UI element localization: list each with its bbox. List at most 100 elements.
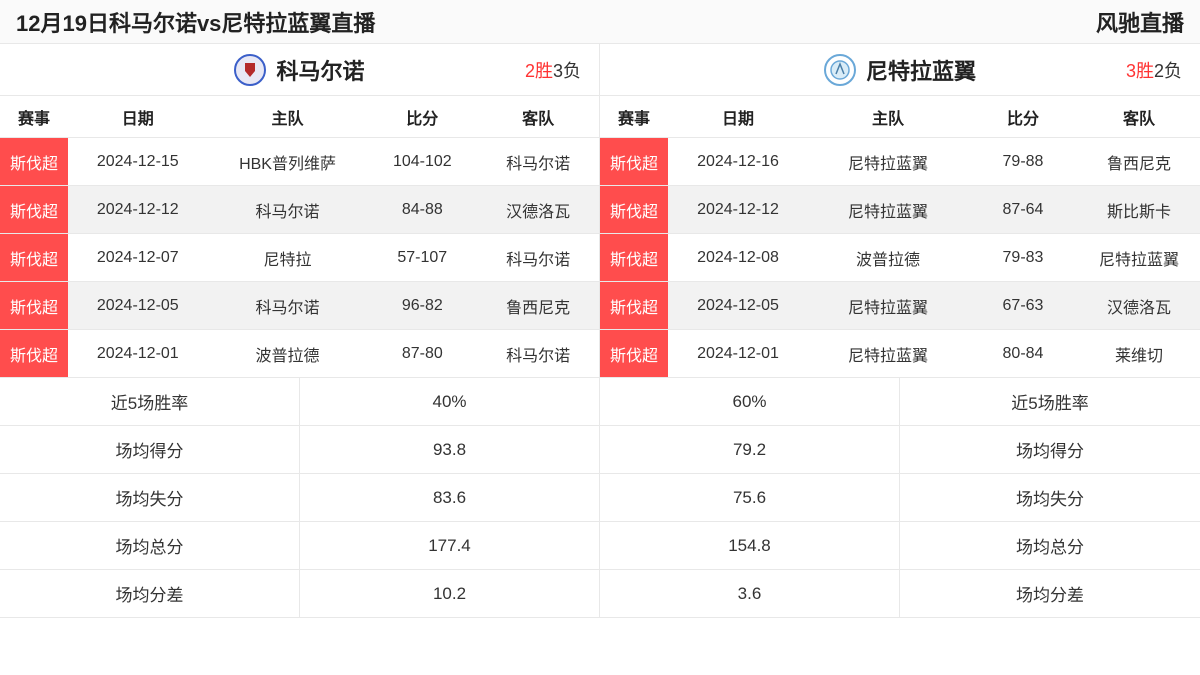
- home-cell: 科马尔诺: [208, 282, 368, 329]
- stat-value-right: 60%: [600, 378, 900, 425]
- match-row: 斯伐超2024-12-16尼特拉蓝翼79-88鲁西尼克: [600, 138, 1200, 186]
- team-name-right: 尼特拉蓝翼: [866, 54, 976, 86]
- league-badge: 斯伐超: [0, 186, 68, 233]
- stat-row-diff: 场均分差 10.2 3.6 场均分差: [0, 570, 1200, 618]
- stat-value-left: 40%: [300, 378, 600, 425]
- date-cell: 2024-12-12: [68, 186, 208, 233]
- date-cell: 2024-12-05: [668, 282, 808, 329]
- team-logo-left: [234, 54, 266, 86]
- away-cell: 鲁西尼克: [477, 282, 599, 329]
- page-header: 12月19日科马尔诺vs尼特拉蓝翼直播 风驰直播: [0, 0, 1200, 44]
- teams-container: 科马尔诺 2胜3负 赛事 日期 主队 比分 客队 斯伐超2024-12-15HB…: [0, 44, 1200, 378]
- team-logo-right: [824, 54, 856, 86]
- away-cell: 尼特拉蓝翼: [1078, 234, 1200, 281]
- league-cell: 斯伐超: [0, 282, 68, 329]
- date-cell: 2024-12-15: [68, 138, 208, 185]
- stat-row-ptsfor: 场均得分 93.8 79.2 场均得分: [0, 426, 1200, 474]
- stat-label: 场均失分: [900, 474, 1200, 521]
- league-badge: 斯伐超: [0, 282, 68, 329]
- stat-value-right: 75.6: [600, 474, 900, 521]
- league-cell: 斯伐超: [0, 234, 68, 281]
- home-cell: HBK普列维萨: [208, 138, 368, 185]
- stat-label: 场均得分: [0, 426, 300, 473]
- date-cell: 2024-12-12: [668, 186, 808, 233]
- score-cell: 57-107: [367, 234, 477, 281]
- league-cell: 斯伐超: [600, 186, 668, 233]
- away-cell: 科马尔诺: [477, 330, 599, 377]
- col-home: 主队: [208, 105, 368, 129]
- date-cell: 2024-12-01: [68, 330, 208, 377]
- page-brand: 风驰直播: [1096, 6, 1184, 38]
- col-home: 主队: [808, 105, 968, 129]
- league-badge: 斯伐超: [600, 186, 668, 233]
- match-row: 斯伐超2024-12-07尼特拉57-107科马尔诺: [0, 234, 600, 282]
- stat-row-total: 场均总分 177.4 154.8 场均总分: [0, 522, 1200, 570]
- date-cell: 2024-12-01: [668, 330, 808, 377]
- match-row: 斯伐超2024-12-01尼特拉蓝翼80-84莱维切: [600, 330, 1200, 378]
- stat-label: 场均分差: [0, 570, 300, 617]
- stat-row-ptsagainst: 场均失分 83.6 75.6 场均失分: [0, 474, 1200, 522]
- stat-row-rate: 近5场胜率 40% 60% 近5场胜率: [0, 378, 1200, 426]
- home-cell: 尼特拉: [208, 234, 368, 281]
- league-badge: 斯伐超: [600, 282, 668, 329]
- team-header-right: 尼特拉蓝翼 3胜2负: [600, 44, 1200, 96]
- stat-value-right: 3.6: [600, 570, 900, 617]
- league-cell: 斯伐超: [0, 138, 68, 185]
- wins-label: 2胜: [525, 61, 553, 81]
- stat-value-left: 83.6: [300, 474, 600, 521]
- col-date: 日期: [668, 105, 808, 129]
- score-cell: 84-88: [367, 186, 477, 233]
- stat-value-left: 10.2: [300, 570, 600, 617]
- home-cell: 波普拉德: [808, 234, 968, 281]
- match-row: 斯伐超2024-12-05尼特拉蓝翼67-63汉德洛瓦: [600, 282, 1200, 330]
- losses-label: 2负: [1154, 61, 1182, 81]
- score-cell: 67-63: [968, 282, 1078, 329]
- page-title: 12月19日科马尔诺vs尼特拉蓝翼直播: [16, 6, 375, 38]
- stat-label: 近5场胜率: [0, 378, 300, 425]
- score-cell: 104-102: [367, 138, 477, 185]
- league-cell: 斯伐超: [600, 234, 668, 281]
- team-panel-right: 尼特拉蓝翼 3胜2负 赛事 日期 主队 比分 客队 斯伐超2024-12-16尼…: [600, 44, 1200, 378]
- stat-value-right: 79.2: [600, 426, 900, 473]
- stat-label: 场均总分: [900, 522, 1200, 569]
- team-header-left: 科马尔诺 2胜3负: [0, 44, 600, 96]
- away-cell: 斯比斯卡: [1078, 186, 1200, 233]
- league-cell: 斯伐超: [600, 282, 668, 329]
- league-badge: 斯伐超: [600, 138, 668, 185]
- league-cell: 斯伐超: [0, 330, 68, 377]
- league-cell: 斯伐超: [600, 330, 668, 377]
- away-cell: 汉德洛瓦: [477, 186, 599, 233]
- stats-table: 近5场胜率 40% 60% 近5场胜率 场均得分 93.8 79.2 场均得分 …: [0, 378, 1200, 618]
- league-badge: 斯伐超: [0, 234, 68, 281]
- column-headers-right: 赛事 日期 主队 比分 客队: [600, 96, 1200, 138]
- col-league: 赛事: [0, 105, 68, 129]
- match-row: 斯伐超2024-12-12科马尔诺84-88汉德洛瓦: [0, 186, 600, 234]
- score-cell: 79-83: [968, 234, 1078, 281]
- team-record-right: 3胜2负: [1126, 57, 1182, 83]
- date-cell: 2024-12-08: [668, 234, 808, 281]
- col-away: 客队: [1078, 105, 1200, 129]
- away-cell: 科马尔诺: [477, 234, 599, 281]
- score-cell: 87-64: [968, 186, 1078, 233]
- home-cell: 尼特拉蓝翼: [808, 282, 968, 329]
- team-name-left: 科马尔诺: [276, 54, 364, 86]
- home-cell: 科马尔诺: [208, 186, 368, 233]
- date-cell: 2024-12-16: [668, 138, 808, 185]
- league-badge: 斯伐超: [600, 330, 668, 377]
- home-cell: 尼特拉蓝翼: [808, 330, 968, 377]
- away-cell: 鲁西尼克: [1078, 138, 1200, 185]
- league-cell: 斯伐超: [0, 186, 68, 233]
- date-cell: 2024-12-05: [68, 282, 208, 329]
- score-cell: 79-88: [968, 138, 1078, 185]
- stat-value-left: 93.8: [300, 426, 600, 473]
- match-row: 斯伐超2024-12-05科马尔诺96-82鲁西尼克: [0, 282, 600, 330]
- stat-label: 场均得分: [900, 426, 1200, 473]
- home-cell: 尼特拉蓝翼: [808, 138, 968, 185]
- score-cell: 96-82: [367, 282, 477, 329]
- stat-label: 近5场胜率: [900, 378, 1200, 425]
- losses-label: 3负: [553, 61, 581, 81]
- team-record-left: 2胜3负: [525, 57, 581, 83]
- stat-label: 场均总分: [0, 522, 300, 569]
- stat-value-left: 177.4: [300, 522, 600, 569]
- away-cell: 科马尔诺: [477, 138, 599, 185]
